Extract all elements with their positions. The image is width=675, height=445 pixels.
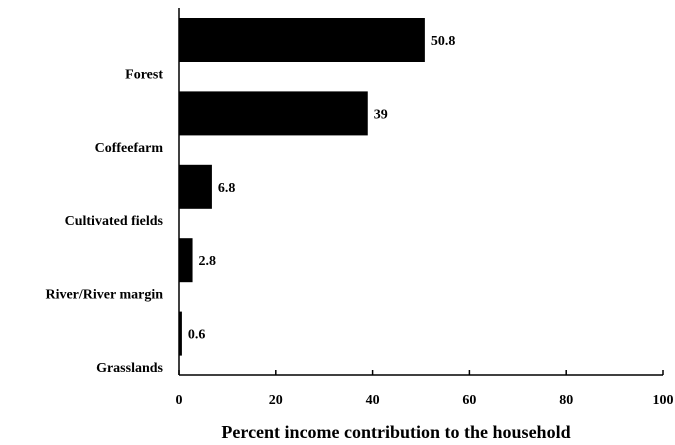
bar-0 [179,18,425,62]
bar-1 [179,91,368,136]
category-label-2: Cultivated fields [65,214,164,229]
bar-4 [179,311,182,356]
bar-2 [179,164,212,209]
x-ticks-group: 0 20 40 60 80 100 [176,370,674,408]
category-label-0: Forest [125,67,163,82]
bar-3 [179,238,193,283]
data-label-4: 0.6 [188,328,206,343]
data-label-2: 6.8 [218,181,236,196]
category-label-4: Grasslands [96,361,163,376]
data-label-1: 39 [374,107,388,122]
category-label-1: Coffeefarm [95,141,164,156]
data-label-3: 2.8 [199,254,217,269]
data-label-0: 50.8 [431,34,456,49]
x-tick-label-5: 100 [653,393,674,408]
x-tick-label-2: 40 [366,393,380,408]
x-tick-label-4: 80 [559,393,573,408]
x-tick-label-0: 0 [176,393,183,408]
x-tick-label-1: 20 [269,393,283,408]
x-tick-label-3: 60 [462,393,476,408]
category-label-3: River/River margin [45,288,163,303]
bars-group [179,18,425,356]
x-axis-title: Percent income contribution to the house… [221,422,570,442]
category-labels-group: Forest Coffeefarm Cultivated fields River/R… [45,67,163,376]
data-labels-group: 50.8 39 6.8 2.8 0.6 [188,34,455,343]
